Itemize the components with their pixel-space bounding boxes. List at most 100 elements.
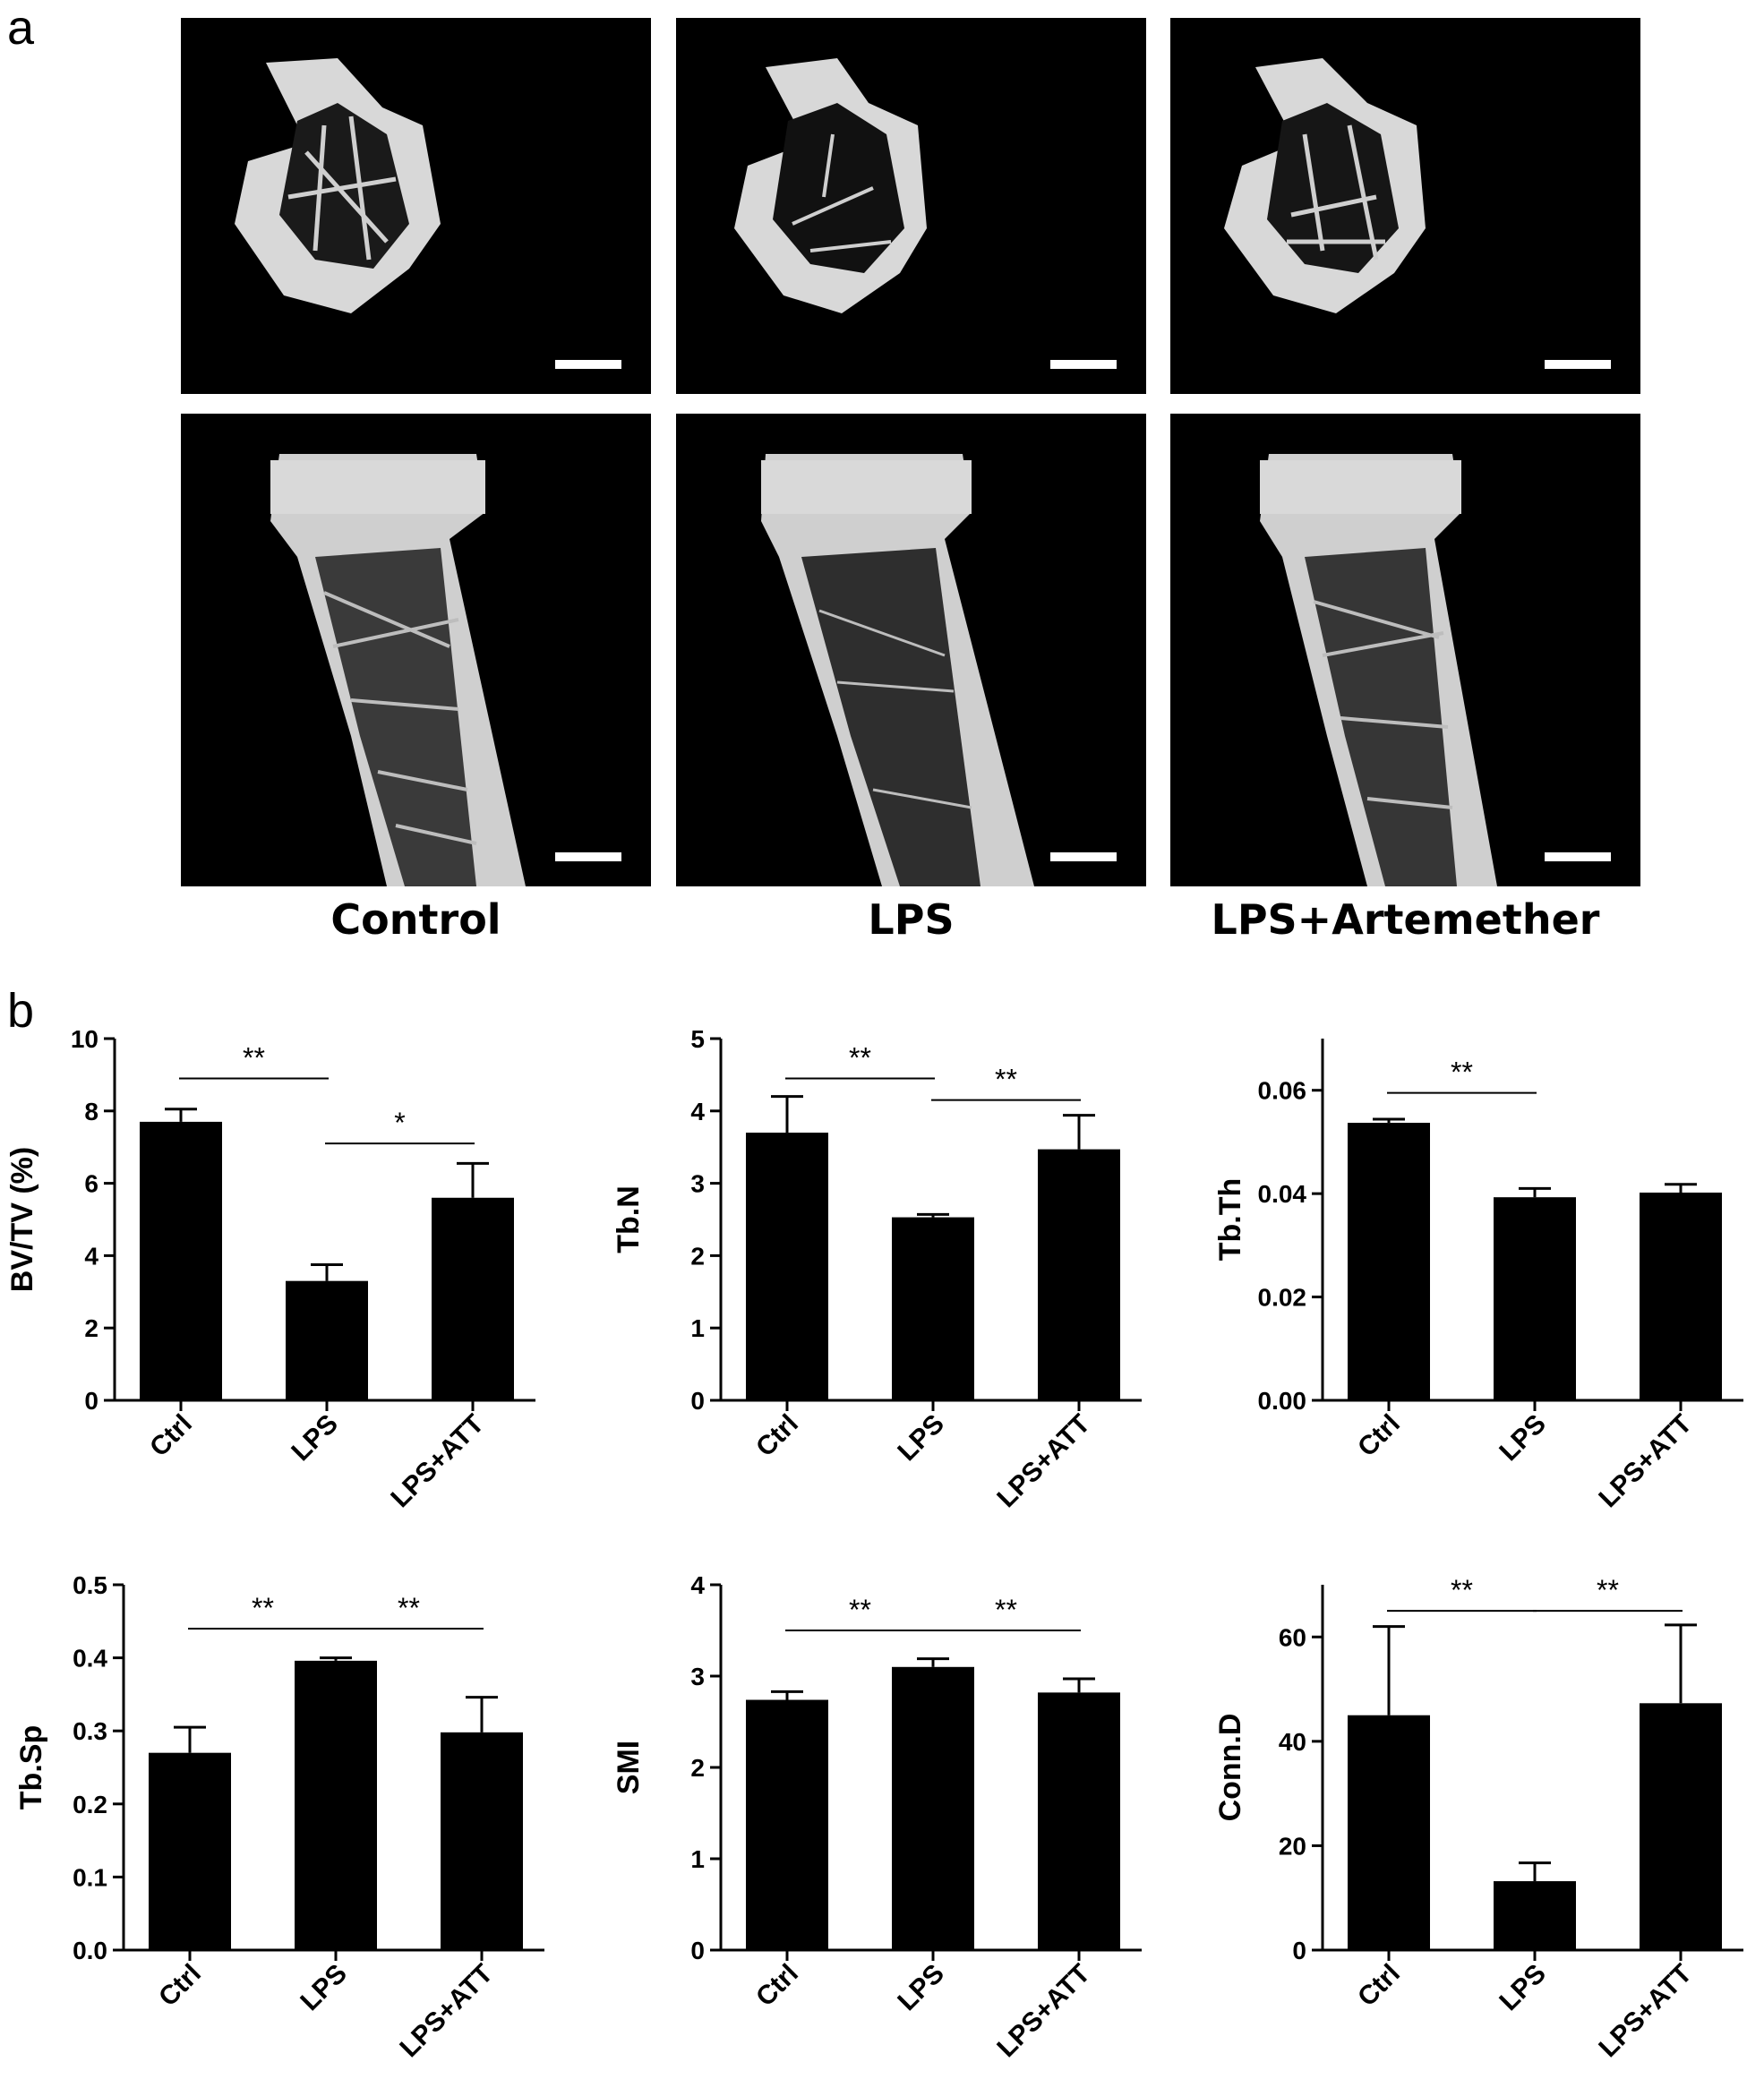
y-tick-label: 0.06 — [1258, 1077, 1307, 1105]
y-tick-label: 0.0 — [73, 1937, 107, 1964]
significance-label: ** — [995, 1594, 1017, 1626]
microct-control-cross-section — [181, 18, 651, 394]
x-tick-label: LPS — [1494, 1409, 1552, 1467]
y-tick-label: 1 — [690, 1845, 705, 1873]
bar-ctrl — [746, 1699, 828, 1950]
bar-lps-att — [441, 1732, 523, 1950]
bar-lps-att — [1038, 1149, 1120, 1400]
significance-label: ** — [995, 1064, 1017, 1096]
bar-ctrl — [1348, 1123, 1430, 1400]
y-axis-label: Conn.D — [1213, 1714, 1247, 1822]
y-tick-label: 40 — [1279, 1728, 1306, 1756]
significance-label: ** — [252, 1592, 274, 1624]
significance-label: ** — [398, 1592, 420, 1624]
y-tick-label: 0.3 — [73, 1717, 107, 1745]
x-tick-label: LPS — [1494, 1959, 1552, 2017]
x-tick-label: LPS — [892, 1409, 950, 1467]
x-tick-label: LPS — [286, 1409, 344, 1467]
bar-ctrl — [1348, 1715, 1430, 1950]
panel-a-label: a — [7, 1, 35, 55]
x-tick-label: LPS+ATT — [1593, 1959, 1698, 2064]
significance-label: ** — [1597, 1574, 1619, 1606]
y-tick-label: 4 — [690, 1571, 705, 1599]
y-tick-label: 6 — [84, 1170, 98, 1198]
scale-bar — [555, 852, 621, 861]
microct-control-longitudinal — [181, 414, 651, 886]
scale-bar — [1545, 360, 1611, 369]
group-label-control: Control — [330, 895, 501, 944]
bar-lps — [1494, 1197, 1576, 1400]
y-tick-label: 0 — [84, 1387, 98, 1415]
group-label-lps: LPS — [868, 895, 955, 944]
x-tick-label: Ctrl — [750, 1959, 804, 2013]
microct-lps-longitudinal — [676, 414, 1146, 886]
x-tick-label: LPS+ATT — [385, 1409, 490, 1514]
y-tick-label: 8 — [84, 1098, 98, 1125]
x-tick-label: LPS+ATT — [991, 1959, 1096, 2064]
scale-bar — [555, 360, 621, 369]
x-tick-label: Ctrl — [1352, 1409, 1406, 1463]
y-tick-label: 0.4 — [73, 1645, 107, 1673]
bar-lps — [892, 1666, 974, 1950]
x-tick-label: LPS+ATT — [1593, 1409, 1698, 1514]
y-tick-label: 0.2 — [73, 1791, 107, 1818]
y-tick-label: 2 — [690, 1242, 705, 1270]
bar-lps — [295, 1660, 377, 1950]
significance-label: ** — [849, 1594, 871, 1626]
x-tick-label: LPS+ATT — [394, 1959, 499, 2064]
microct-lps-artemether-longitudinal — [1170, 414, 1640, 886]
y-axis-label: Tb.Sp — [14, 1725, 48, 1810]
significance-label: ** — [243, 1041, 265, 1074]
y-tick-label: 10 — [71, 1025, 98, 1053]
y-tick-label: 0.00 — [1258, 1387, 1307, 1415]
panel-b-label: b — [7, 984, 35, 1038]
bar-lps — [892, 1217, 974, 1400]
microct-lps-artemether-cross-section — [1170, 18, 1640, 394]
x-tick-label: Ctrl — [153, 1959, 207, 2013]
bar-lps — [286, 1280, 368, 1400]
bar-lps-att — [1640, 1192, 1722, 1400]
y-tick-label: 4 — [84, 1242, 98, 1270]
group-label-lps-artemether: LPS+Artemether — [1211, 895, 1600, 944]
bar-lps-att — [1038, 1692, 1120, 1950]
y-tick-label: 5 — [690, 1025, 705, 1053]
y-tick-label: 0.04 — [1258, 1180, 1307, 1208]
y-axis-label: BV/TV (%) — [5, 1147, 39, 1292]
y-axis-label: SMI — [612, 1741, 646, 1794]
bar-lps-att — [432, 1197, 514, 1400]
x-tick-label: LPS+ATT — [991, 1409, 1096, 1514]
x-tick-label: Ctrl — [144, 1409, 198, 1463]
bar-ctrl — [746, 1133, 828, 1400]
y-tick-label: 0 — [690, 1387, 705, 1415]
significance-label: * — [394, 1107, 405, 1139]
y-tick-label: 1 — [690, 1314, 705, 1342]
y-tick-label: 60 — [1279, 1623, 1306, 1651]
significance-label: ** — [1451, 1574, 1473, 1606]
significance-label: ** — [849, 1041, 871, 1074]
y-tick-label: 0.1 — [73, 1863, 107, 1891]
scale-bar — [1050, 360, 1117, 369]
y-axis-label: Tb.Th — [1213, 1178, 1247, 1262]
y-tick-label: 0.5 — [73, 1571, 107, 1599]
bar-lps-att — [1640, 1703, 1722, 1950]
x-tick-label: LPS — [295, 1959, 353, 2017]
y-axis-label: Tb.N — [612, 1185, 646, 1253]
microct-lps-cross-section — [676, 18, 1146, 394]
y-tick-label: 4 — [690, 1098, 705, 1125]
bar-lps — [1494, 1881, 1576, 1950]
y-tick-label: 0 — [1292, 1937, 1306, 1964]
y-tick-label: 0 — [690, 1937, 705, 1964]
scale-bar — [1545, 852, 1611, 861]
y-tick-label: 3 — [690, 1663, 705, 1690]
y-tick-label: 2 — [690, 1754, 705, 1782]
y-tick-label: 2 — [84, 1314, 98, 1342]
scale-bar — [1050, 852, 1117, 861]
y-tick-label: 0.02 — [1258, 1284, 1307, 1312]
significance-label: ** — [1451, 1057, 1473, 1089]
x-tick-label: LPS — [892, 1959, 950, 2017]
y-tick-label: 20 — [1279, 1832, 1306, 1860]
y-tick-label: 3 — [690, 1170, 705, 1198]
x-tick-label: Ctrl — [750, 1409, 804, 1463]
bar-ctrl — [149, 1752, 231, 1950]
